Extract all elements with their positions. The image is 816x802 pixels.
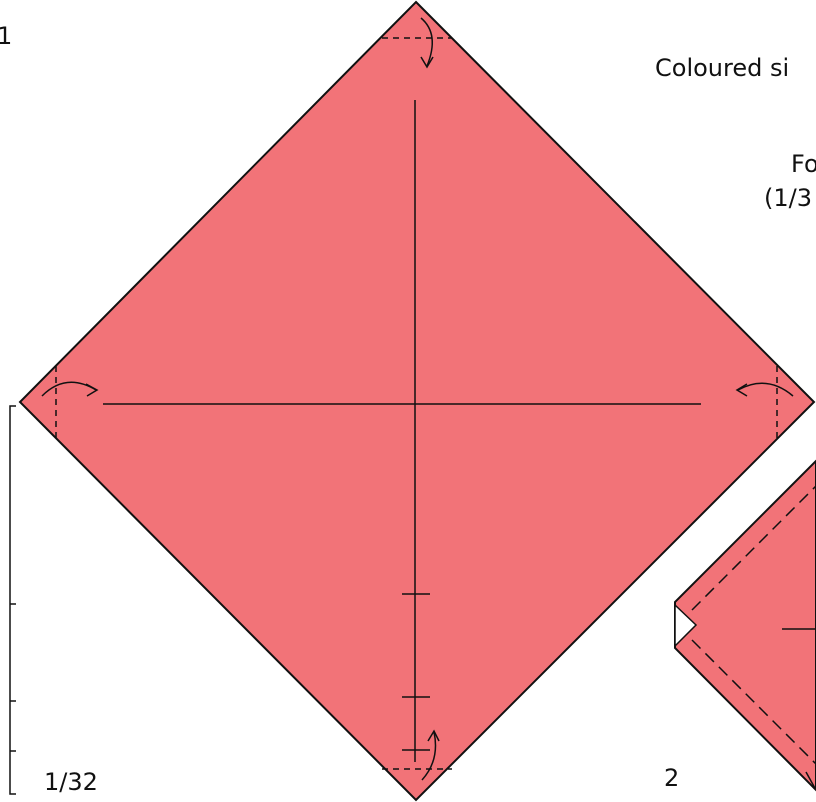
step2-paper [674, 459, 816, 792]
step-number-2: 2 [664, 764, 680, 792]
bottom-fold-arrow [421, 731, 437, 781]
step2-dash-lower [691, 639, 816, 765]
step2-dash-upper [691, 485, 816, 611]
note-fraction: (1/3 [764, 184, 812, 212]
step-number-1: 1 [0, 22, 13, 50]
note-fold: Fo [791, 150, 816, 178]
top-fold-arrow [420, 17, 433, 67]
fraction-label: 1/32 [44, 768, 98, 796]
note-coloured-side: Coloured si [655, 54, 790, 82]
step1-paper-diamond [18, 0, 816, 802]
bottom-fold-arrowhead [427, 729, 440, 742]
left-fold-arrowhead [85, 383, 99, 397]
measurement-bracket [9, 405, 16, 795]
step2-white-corner [674, 603, 698, 648]
right-fold-arrowhead [735, 383, 748, 397]
top-fold-arrowhead [420, 56, 434, 69]
step2-corner-line [805, 771, 816, 791]
right-fold-arrow [737, 382, 794, 397]
